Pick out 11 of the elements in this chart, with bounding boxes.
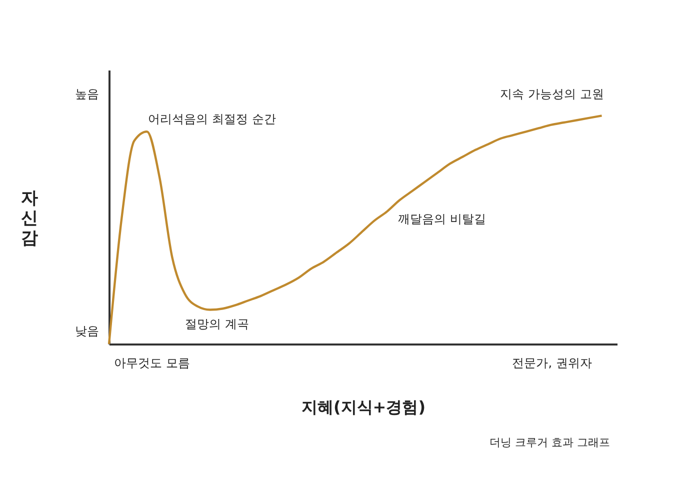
annotation: 절망의 계곡 (185, 317, 249, 331)
text: 전문가, 권위자 (512, 356, 592, 370)
text: 높음 (75, 87, 99, 101)
text: 아무것도 모름 (114, 356, 190, 370)
annotation: 어리석음의 최절정 순간 (148, 112, 276, 126)
annotation: 깨달음의 비탈길 (398, 212, 486, 226)
y-axis-title: 자신감 (21, 188, 38, 248)
text: 지속 가능성의 고원 (500, 87, 604, 101)
x-axis-title: 지혜(지식+경험) (301, 398, 426, 416)
text: 더닝 크루거 효과 그래프 (490, 436, 610, 449)
text: 낮음 (75, 324, 99, 338)
